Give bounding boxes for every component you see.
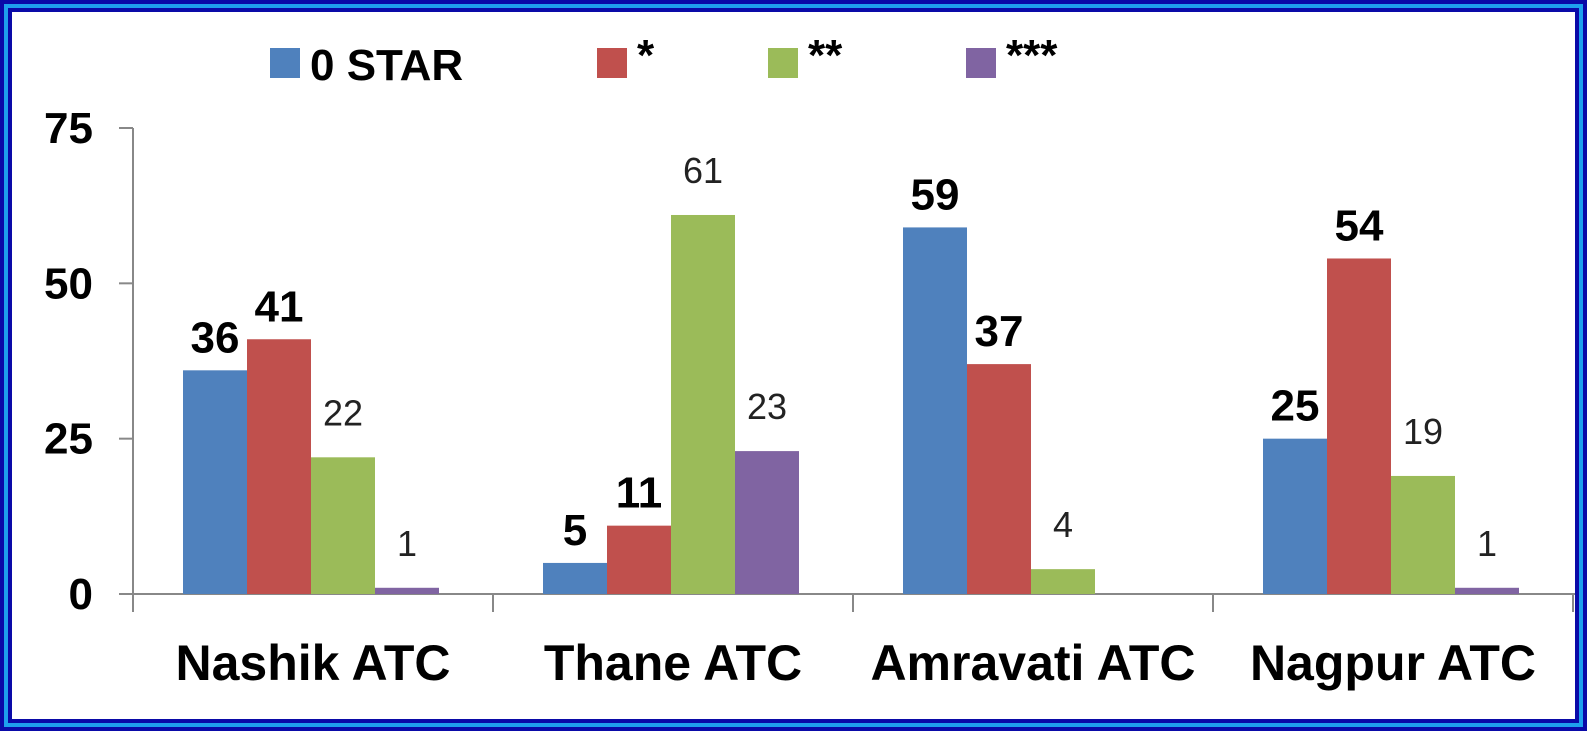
y-axis: 0 25 50 75 <box>44 104 134 619</box>
legend-swatch <box>966 48 996 78</box>
bar <box>967 364 1031 594</box>
bar <box>375 587 439 594</box>
y-tick-label: 50 <box>44 259 93 308</box>
data-label: 23 <box>747 386 787 427</box>
data-label: 11 <box>616 469 663 518</box>
data-label: 1 <box>1477 523 1497 564</box>
bar <box>1327 258 1391 594</box>
data-label: 22 <box>323 392 363 433</box>
x-category-label: Nashik ATC <box>175 635 450 691</box>
legend-label: * <box>637 31 655 80</box>
x-category-label: Thane ATC <box>544 635 802 691</box>
bar <box>1031 569 1095 594</box>
data-label: 1 <box>397 523 417 564</box>
data-label: 61 <box>683 150 723 191</box>
data-label: 19 <box>1403 411 1443 452</box>
x-category-label: Nagpur ATC <box>1250 635 1536 691</box>
legend-label: 0 STAR <box>310 41 463 90</box>
bars <box>183 214 1519 594</box>
bar <box>247 339 311 594</box>
bar <box>311 457 375 594</box>
y-tick-label: 25 <box>44 415 93 464</box>
bar <box>543 562 607 594</box>
legend-swatch <box>768 48 798 78</box>
bar <box>735 451 799 594</box>
bar <box>1391 475 1455 594</box>
y-tick-label: 75 <box>44 104 93 153</box>
legend-label: *** <box>1006 31 1058 80</box>
bar <box>1455 587 1519 594</box>
data-label: 59 <box>911 170 960 219</box>
bar <box>607 525 671 594</box>
legend-swatch <box>270 48 300 78</box>
y-tick-label: 0 <box>69 570 93 619</box>
legend-label: ** <box>808 31 843 80</box>
data-label: 25 <box>1271 382 1320 431</box>
data-label: 36 <box>191 313 240 362</box>
legend: 0 STAR * ** *** <box>270 31 1058 90</box>
bar <box>671 214 735 594</box>
bar <box>1263 438 1327 594</box>
data-label: 54 <box>1335 201 1384 250</box>
x-axis: Nashik ATC Thane ATC Amravati ATC Nagpur AT… <box>132 593 1575 691</box>
data-labels: 36 41 22 1 5 11 61 23 59 37 4 25 54 19 1 <box>191 150 1497 564</box>
bar <box>903 227 967 594</box>
data-label: 5 <box>563 506 587 555</box>
legend-swatch <box>597 48 627 78</box>
x-category-label: Amravati ATC <box>870 635 1195 691</box>
bar <box>183 370 247 594</box>
data-label: 4 <box>1053 504 1073 545</box>
data-label: 37 <box>975 307 1024 356</box>
data-label: 41 <box>255 282 304 331</box>
